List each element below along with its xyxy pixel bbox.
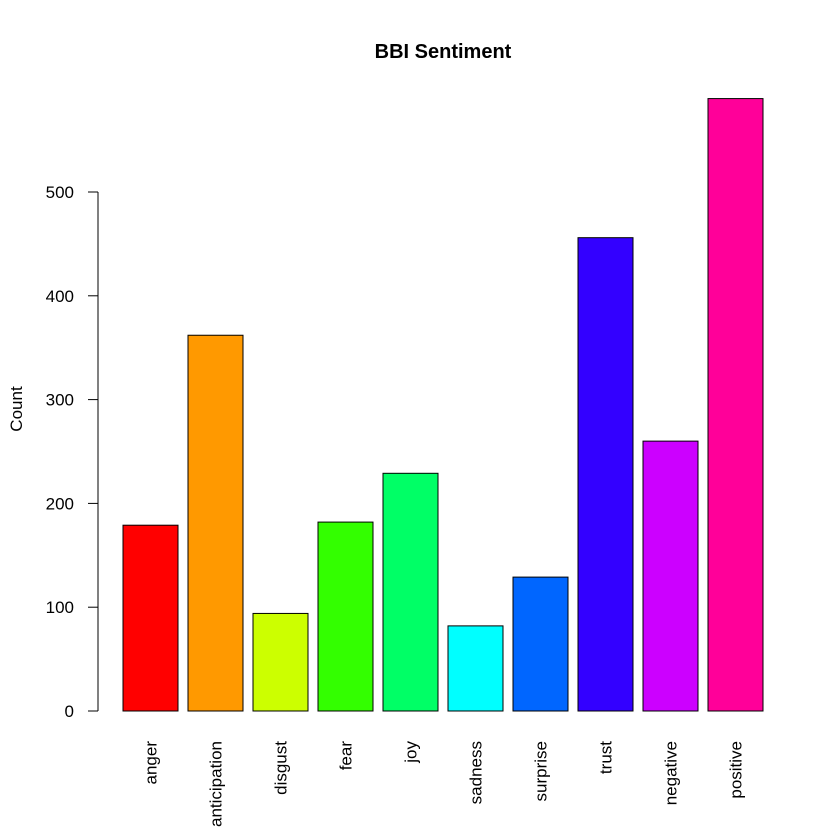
y-tick-label: 500	[46, 183, 74, 202]
y-axis: 0 100 200 300 400 500	[46, 183, 99, 721]
y-tick-label: 100	[46, 598, 74, 617]
bar-anger	[122, 524, 179, 712]
y-tick-label: 0	[65, 702, 74, 721]
y-tick-label: 300	[46, 391, 74, 410]
x-tick-label-joy: joy	[402, 741, 421, 764]
x-tick-label-fear: fear	[337, 741, 356, 771]
y-tick-label: 200	[46, 494, 74, 513]
bar-anticipation	[187, 334, 244, 712]
bars	[122, 98, 764, 712]
y-tick-label: 400	[46, 287, 74, 306]
bar-surprise	[512, 576, 569, 712]
bar-sadness	[447, 625, 504, 712]
bar-disgust	[252, 612, 309, 712]
bar-fear	[317, 521, 374, 712]
x-tick-label-trust: trust	[597, 741, 616, 774]
x-tick-label-surprise: surprise	[532, 741, 551, 801]
x-tick-label-positive: positive	[727, 741, 746, 799]
bar-negative	[642, 440, 699, 712]
x-tick-label-negative: negative	[662, 741, 681, 805]
x-axis-labels: anger anticipation disgust fear joy sadness su…	[142, 741, 746, 828]
x-tick-label-disgust: disgust	[272, 741, 291, 795]
x-tick-label-anger: anger	[142, 741, 161, 785]
bar-positive	[707, 98, 764, 712]
bar-joy	[382, 472, 439, 712]
bar-trust	[577, 237, 634, 712]
x-tick-label-anticipation: anticipation	[207, 741, 226, 827]
x-tick-label-sadness: sadness	[467, 741, 486, 804]
chart-title: BBI Sentiment	[375, 41, 512, 63]
y-axis-label: Count	[7, 386, 26, 432]
